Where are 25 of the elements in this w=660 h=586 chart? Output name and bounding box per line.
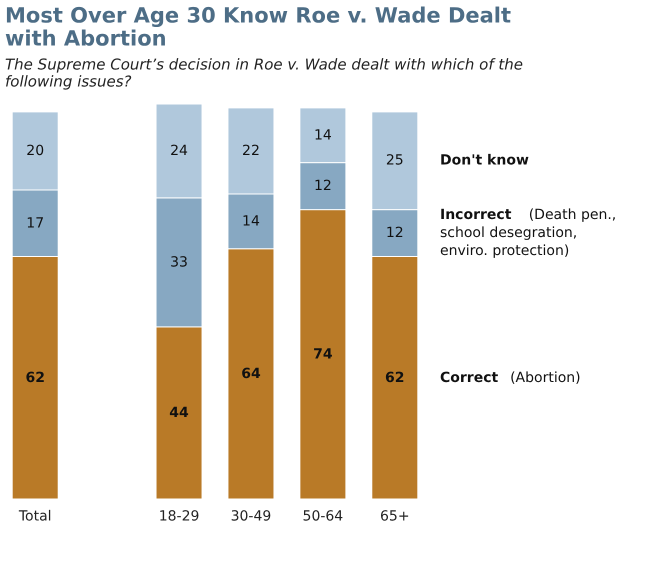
data-label: 17 (26, 215, 44, 232)
data-label: 22 (242, 142, 260, 159)
data-label: 64 (241, 366, 261, 382)
data-label: 44 (169, 404, 190, 421)
data-label: 74 (313, 346, 333, 362)
x-tick-label: 65+ (380, 508, 410, 524)
x-tick-label: 18-29 (158, 508, 200, 524)
x-tick-label: Total (18, 508, 52, 524)
series-label: Don't know (440, 152, 529, 169)
data-label: 24 (170, 142, 188, 159)
x-tick-label: 50-64 (302, 508, 344, 524)
data-label: 20 (26, 142, 44, 159)
data-label: 62 (25, 370, 45, 386)
data-label: 62 (385, 370, 405, 386)
data-label: 25 (386, 152, 404, 169)
text: Incorrect (Death pen., school desegration, enviro. protection) (440, 207, 616, 260)
text: Correct (Abortion) (440, 370, 581, 386)
data-label: 12 (386, 225, 404, 242)
x-tick-label: 30-49 (230, 508, 272, 524)
chart-title: Most Over Age 30 Know Roe v. Wade Dealt with Abortion (5, 4, 512, 50)
data-label: 14 (314, 127, 332, 144)
chart-subtitle: The Supreme Court’s decision in Roe v. Wade dealt with which of the following issues? (5, 56, 523, 90)
data-label: 33 (170, 254, 188, 270)
data-label: 12 (314, 178, 332, 194)
data-label: 14 (242, 213, 260, 230)
